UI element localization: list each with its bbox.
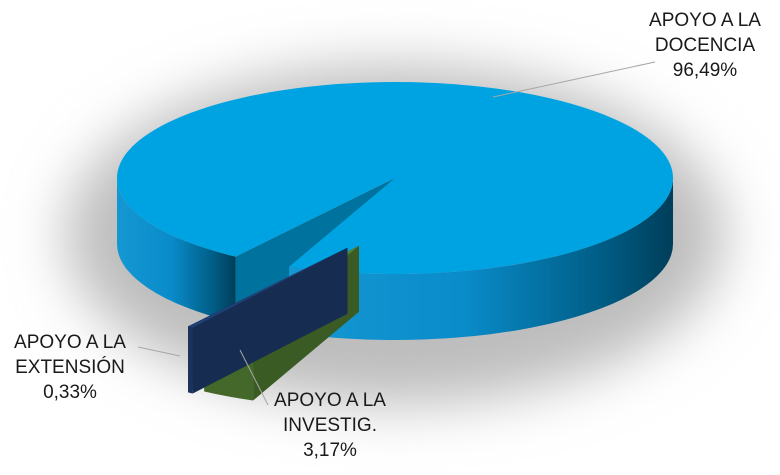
slices — [117, 82, 674, 401]
slice-wall — [188, 247, 348, 393]
value-label: 0,33% — [43, 382, 97, 403]
slice — [117, 82, 674, 274]
category-label: APOYO A LA INVESTIG. — [274, 390, 386, 436]
leader-line — [239, 349, 269, 406]
data-label: APOYO A LA EXTENSIÓN 0,33% — [0, 330, 140, 405]
slice — [188, 247, 348, 328]
category-label: APOYO A LA DOCENCIA — [649, 10, 761, 56]
slice-side — [188, 326, 193, 394]
slice-side — [117, 178, 236, 323]
value-label: 96,49% — [672, 60, 738, 81]
slice-side — [289, 178, 673, 340]
leaders — [137, 61, 656, 406]
data-label: APOYO A LA DOCENCIA 96,49% — [625, 8, 780, 83]
category-label: APOYO A LA EXTENSIÓN — [14, 332, 126, 378]
data-label: APOYO A LA INVESTIG. 3,17% — [265, 388, 395, 463]
value-label: 3,17% — [303, 440, 357, 461]
leader-line — [492, 61, 656, 98]
leader-line — [137, 346, 181, 357]
